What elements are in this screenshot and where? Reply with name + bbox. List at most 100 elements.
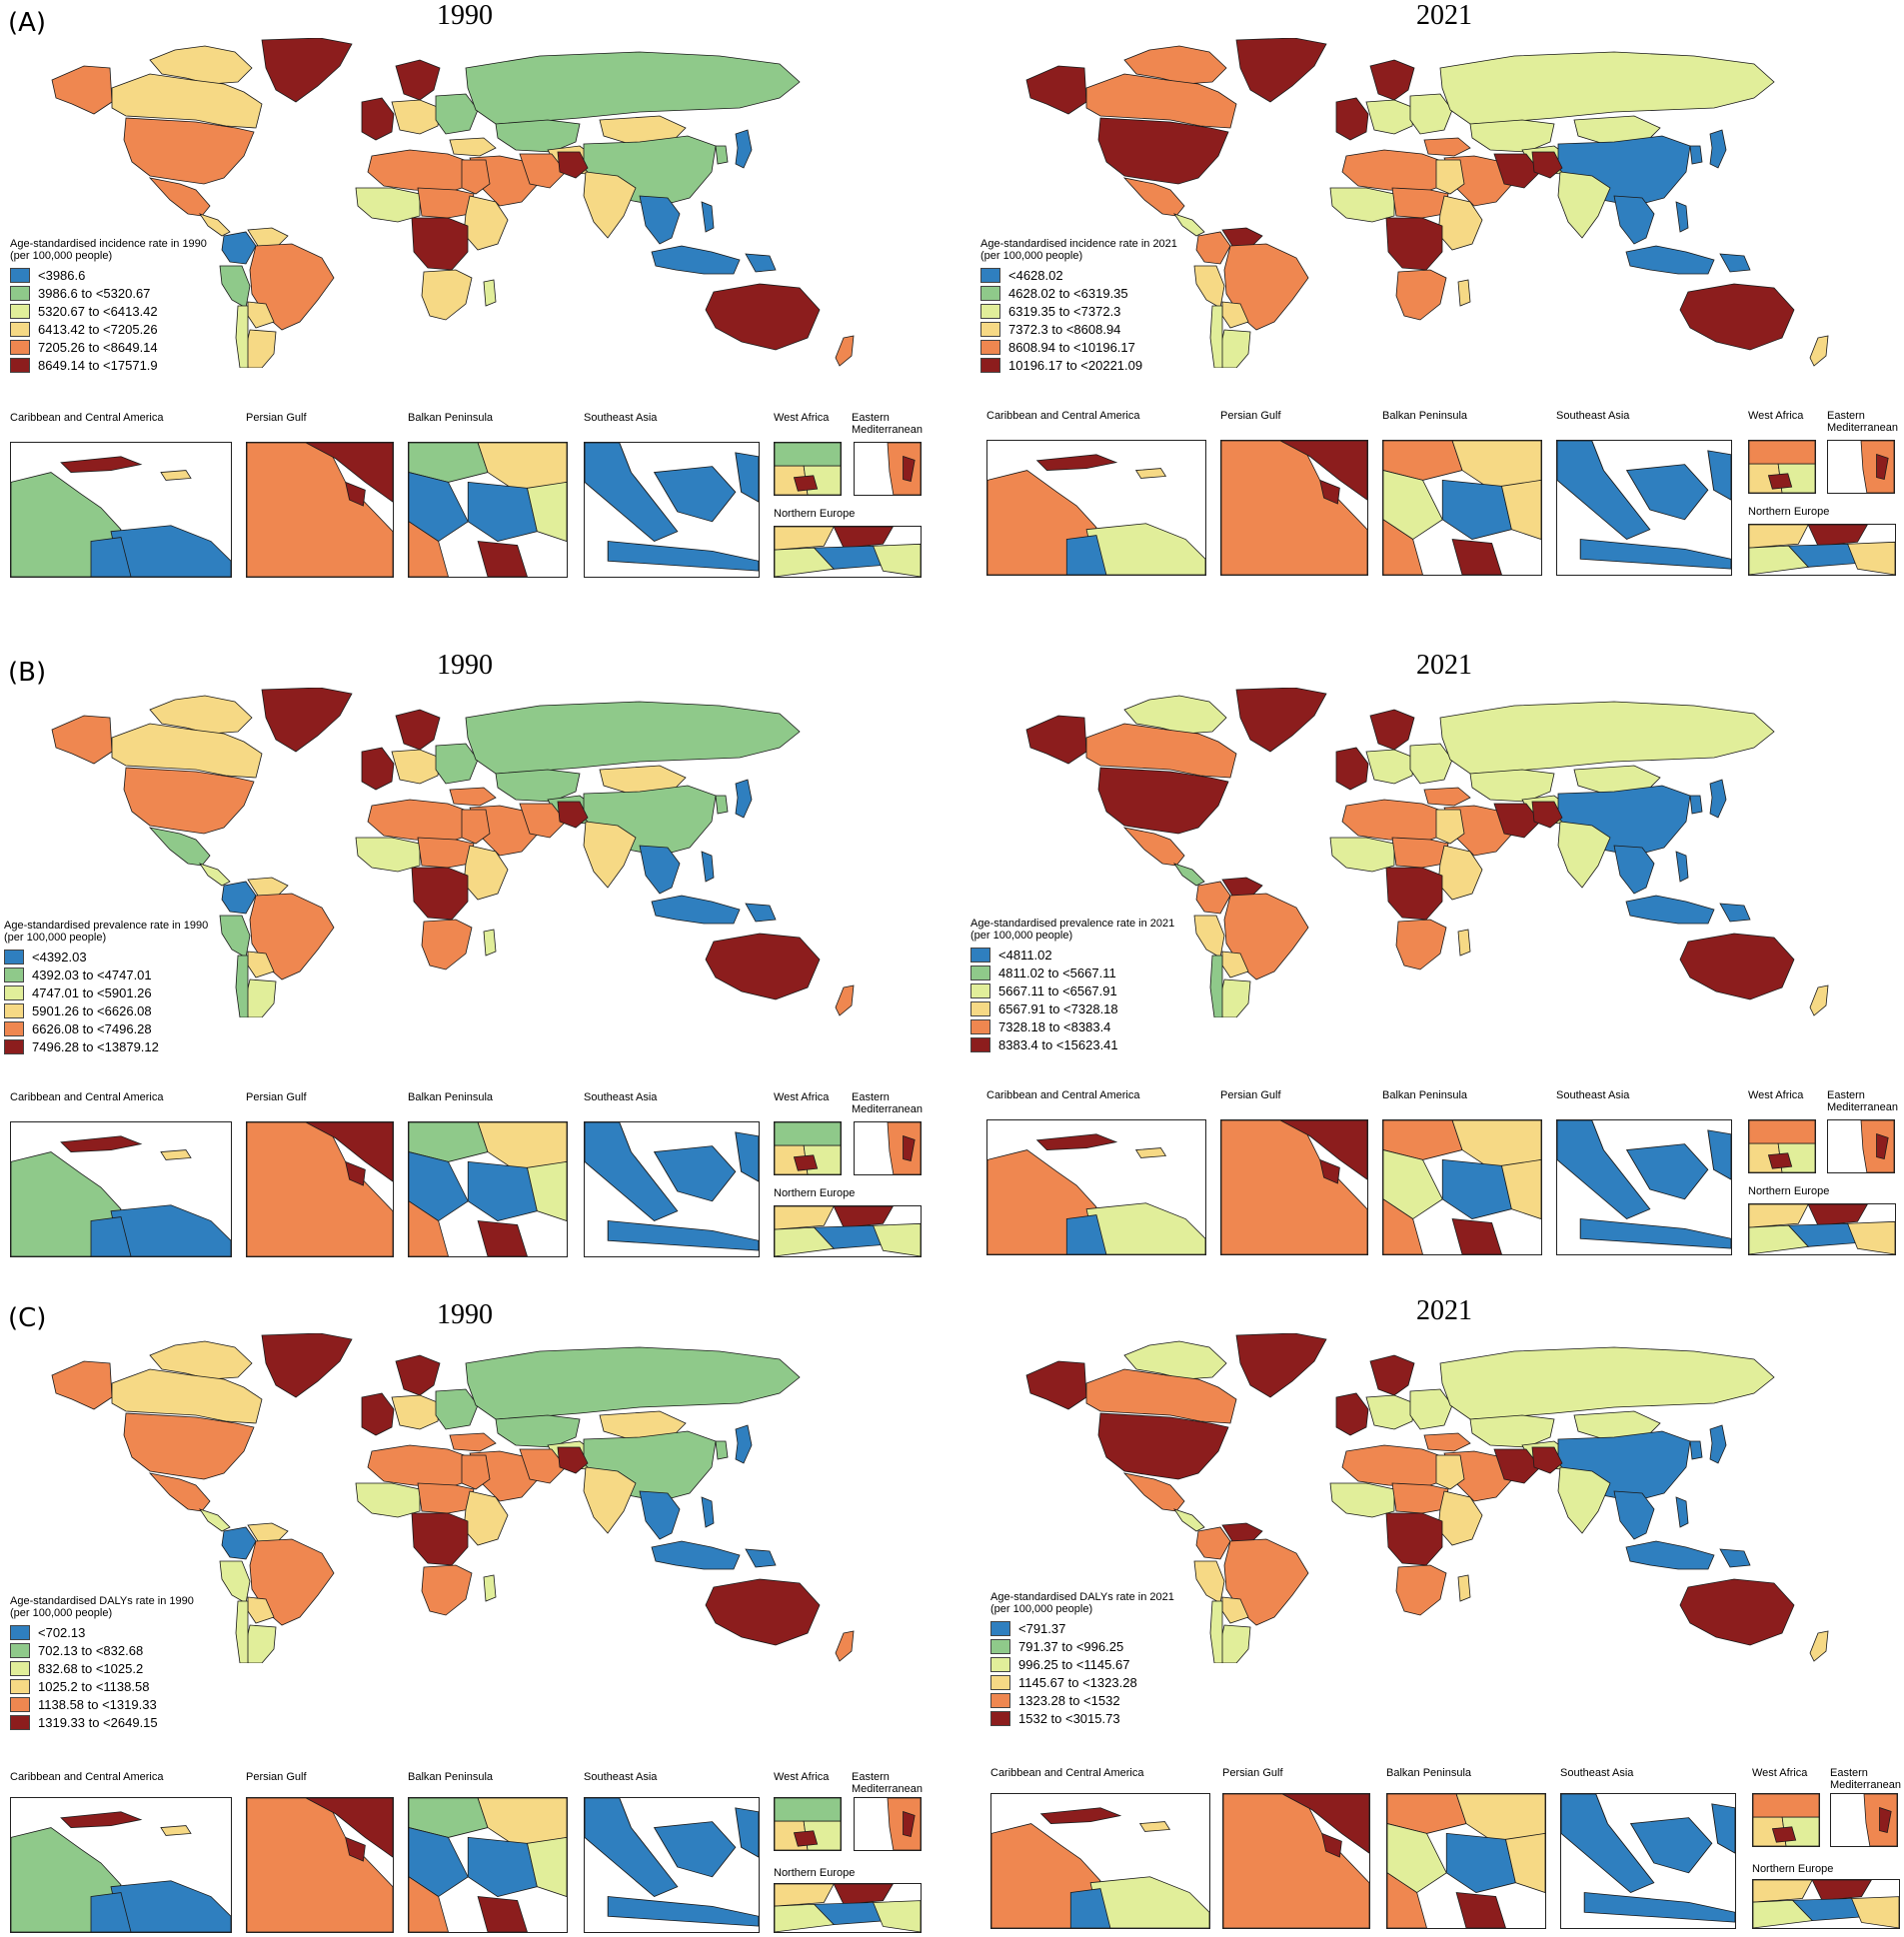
inset-label-persian-gulf: Persian Gulf xyxy=(246,1771,307,1783)
region-india xyxy=(1557,1466,1611,1534)
region-kazakh xyxy=(1469,769,1555,803)
inset-region xyxy=(735,1131,759,1182)
inset-map xyxy=(1557,1120,1731,1249)
region-eafrica xyxy=(463,845,509,901)
inset-label-southeast-asia: Southeast Asia xyxy=(1556,1089,1630,1101)
region-westeurope xyxy=(1335,747,1369,791)
region-greenland xyxy=(1235,1333,1327,1398)
region-philippines xyxy=(701,851,715,883)
inset-region xyxy=(1583,1892,1735,1923)
inset-eastern-mediterranean xyxy=(854,1797,922,1851)
inset-region xyxy=(653,466,737,523)
inset-region xyxy=(1753,1880,1813,1903)
inset-region xyxy=(1753,1794,1819,1818)
inset-eastern-mediterranean xyxy=(854,442,922,496)
legend-item: <4628.02 xyxy=(980,266,1177,284)
legend-label: 8649.14 to <17571.9 xyxy=(38,357,158,373)
region-sahel xyxy=(1391,837,1449,869)
inset-caribbean xyxy=(10,442,232,578)
region-sahel xyxy=(1391,1482,1449,1514)
legend-label: 5667.11 to <6567.91 xyxy=(998,982,1117,998)
region-venezuela xyxy=(1221,1522,1263,1544)
legend-item: 6626.08 to <7496.28 xyxy=(4,1019,208,1037)
region-philippines xyxy=(1675,1496,1689,1528)
inset-label-persian-gulf: Persian Gulf xyxy=(246,1091,307,1103)
inset-region xyxy=(1557,1120,1651,1220)
region-colombia xyxy=(221,1526,257,1560)
legend-item: <702.13 xyxy=(10,1623,194,1641)
legend-swatch xyxy=(10,1678,30,1694)
inset-region xyxy=(345,1160,366,1186)
inset-region xyxy=(607,1896,759,1927)
region-afghan xyxy=(1531,1446,1563,1474)
inset-map xyxy=(1221,441,1367,575)
legend-swatch xyxy=(4,1002,24,1018)
map-year: 1990 xyxy=(437,0,493,31)
inset-region xyxy=(735,1807,759,1858)
region-iran xyxy=(519,1448,567,1484)
inset-region xyxy=(1387,1872,1427,1928)
region-greenland xyxy=(261,38,353,103)
legend-item: 8383.4 to <15623.41 xyxy=(970,1035,1174,1053)
inset-region xyxy=(1383,470,1443,541)
inset-west-africa xyxy=(1748,440,1816,494)
inset-label-southeast-asia: Southeast Asia xyxy=(584,1091,658,1103)
inset-region xyxy=(467,481,538,542)
inset-region xyxy=(873,1222,921,1256)
inset-label-southeast-asia: Southeast Asia xyxy=(584,412,658,424)
region-nafrica xyxy=(1341,1444,1449,1488)
inset-region xyxy=(160,470,192,481)
world-map xyxy=(51,1333,855,1663)
map-year: 2021 xyxy=(1416,1295,1472,1326)
region-japan xyxy=(1709,1424,1727,1464)
region-turkey xyxy=(449,137,497,157)
panel-c: (C) 1990 Age-standardised DALYs rate in … xyxy=(0,1295,1904,1935)
inset-region xyxy=(793,475,819,492)
legend-swatch xyxy=(970,1018,990,1034)
map-year: 1990 xyxy=(437,650,493,681)
inset-region xyxy=(1455,1892,1506,1928)
inset-label-caribbean: Caribbean and Central America xyxy=(10,1771,164,1783)
region-westeurope xyxy=(361,97,395,141)
inset-region xyxy=(775,527,835,551)
region-eeurope xyxy=(1409,743,1453,785)
legend: Age-standardised prevalence rate in 1990… xyxy=(4,920,208,1055)
region-colombia xyxy=(221,881,257,915)
region-seasia xyxy=(639,845,681,895)
region-nz xyxy=(1809,984,1829,1016)
inset-map xyxy=(987,454,1205,575)
inset-map xyxy=(11,1811,231,1932)
inset-region xyxy=(409,1122,489,1162)
region-japan xyxy=(735,779,753,819)
inset-region xyxy=(653,1821,737,1878)
legend-title: Age-standardised DALYs rate in 1990 xyxy=(10,1595,194,1607)
inset-label-northern-europe: Northern Europe xyxy=(1748,506,1830,518)
legend-swatch xyxy=(970,1000,990,1016)
legend-subtitle: (per 100,000 people) xyxy=(970,930,1073,942)
region-nz xyxy=(835,335,855,367)
legend-swatch xyxy=(10,1642,30,1658)
region-png xyxy=(1719,1548,1751,1568)
legend-swatch xyxy=(980,267,1000,283)
legend-item: 5667.11 to <6567.91 xyxy=(970,981,1174,999)
inset-west-africa xyxy=(1748,1119,1816,1173)
inset-label-eastern-mediterranean: Eastern Mediterranean xyxy=(852,412,923,436)
region-madagascar xyxy=(483,1574,497,1602)
inset-region xyxy=(1749,441,1815,465)
region-japan xyxy=(1709,129,1727,169)
inset-balkan xyxy=(1382,440,1542,576)
inset-region xyxy=(1383,1198,1423,1254)
region-nz xyxy=(835,1630,855,1662)
region-eeurope xyxy=(1409,1388,1453,1430)
legend-label: <4628.02 xyxy=(1008,267,1063,283)
inset-region xyxy=(345,1836,366,1862)
region-westeurope xyxy=(1335,97,1369,141)
inset-label-balkan: Balkan Peninsula xyxy=(408,412,494,424)
inset-region xyxy=(1749,525,1809,549)
inset-caribbean xyxy=(986,440,1206,576)
region-afghan xyxy=(557,151,589,179)
region-kazakh xyxy=(495,1414,581,1448)
inset-persian-gulf xyxy=(1222,1793,1370,1929)
inset-label-west-africa: West Africa xyxy=(774,1091,830,1103)
region-australia xyxy=(705,283,821,351)
